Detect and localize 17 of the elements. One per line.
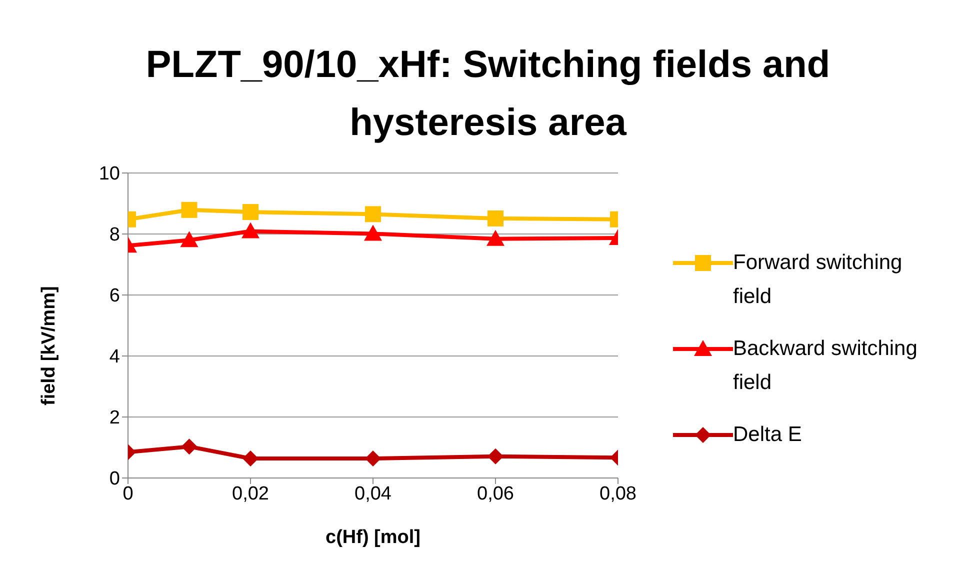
- x-tick-label: 0,08: [600, 483, 636, 504]
- y-tick-label: 4: [109, 346, 120, 368]
- x-tick-label: 0,04: [354, 483, 392, 504]
- x-tick-label: 0,06: [477, 483, 514, 504]
- legend-label: Delta E: [733, 422, 803, 448]
- y-tick-label: 8: [109, 224, 120, 246]
- x-tick-label: 0,02: [232, 483, 269, 504]
- y-tick-label: 0: [109, 468, 120, 490]
- legend-label: Backward switching field: [733, 336, 918, 396]
- x-axis-title: c(Hf) [mol]: [326, 527, 420, 548]
- y-tick-label: 6: [109, 286, 120, 307]
- y-axis-title: field [kV/mm]: [38, 286, 60, 406]
- legend-label: Forward switching field: [733, 250, 904, 310]
- x-tick-label: 0: [122, 483, 134, 504]
- y-tick-label: 2: [109, 408, 120, 429]
- y-tick-label: 10: [98, 164, 120, 185]
- chart-title: PLZT_90/10_xHf: Switching fields and hysteresis area: [144, 43, 832, 146]
